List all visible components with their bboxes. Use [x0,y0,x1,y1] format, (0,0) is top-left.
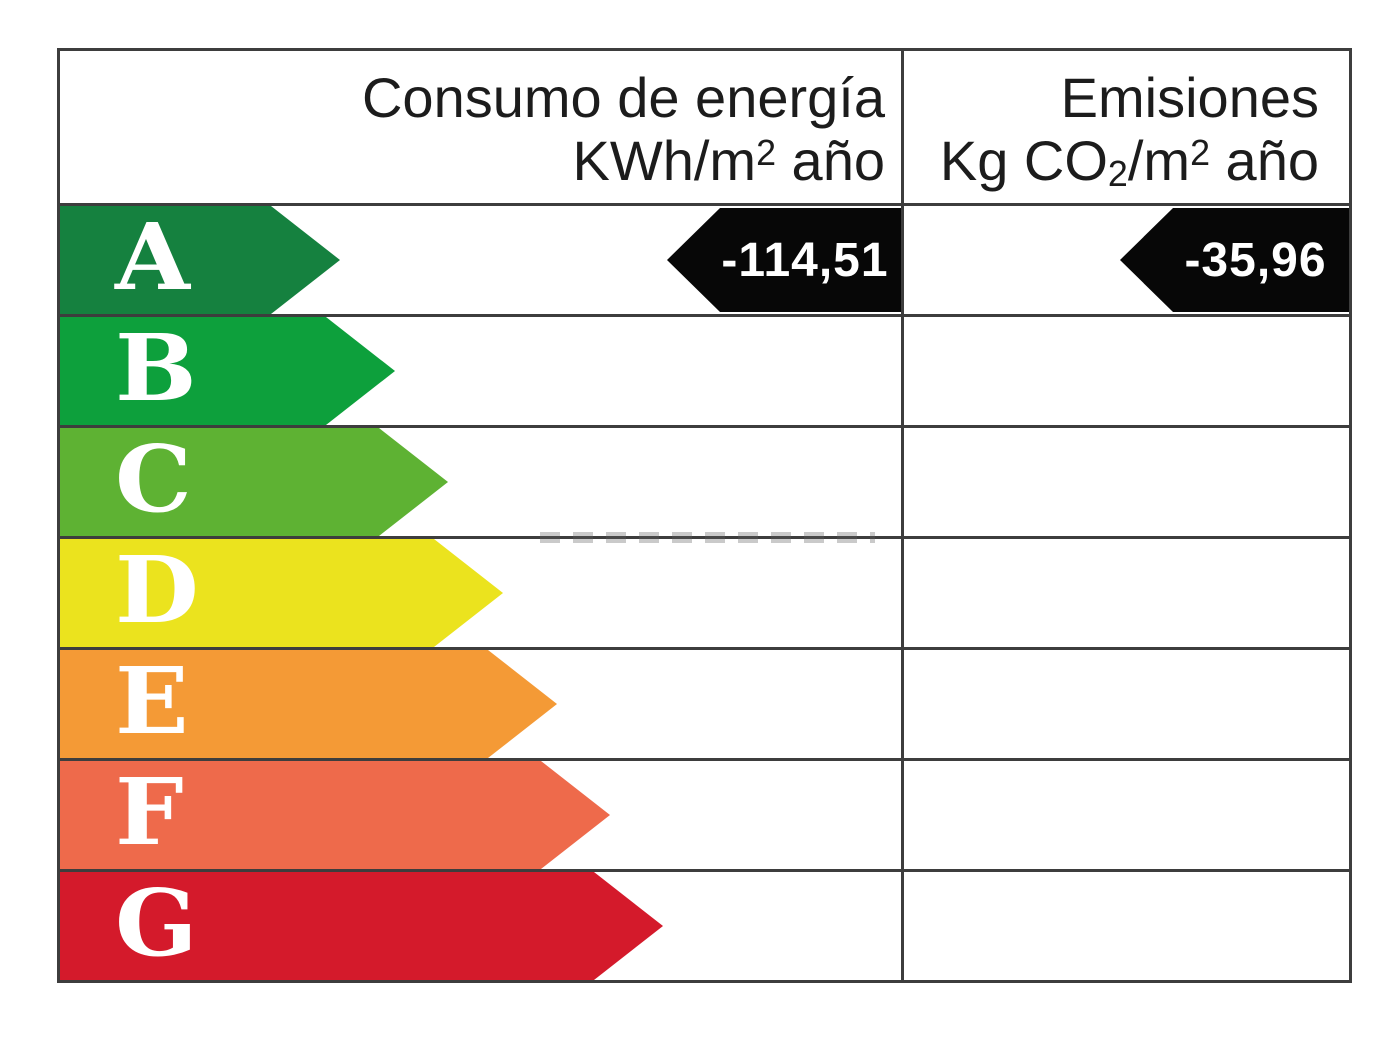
header-consumo-unit-suffix: año [776,129,885,192]
emisiones-value-tag: -35,96 [1120,208,1349,312]
rating-row-e: E [60,647,1349,758]
subscript-2: 2 [1107,154,1128,195]
rating-bar-e: E [60,650,557,758]
rating-letter-f: F [115,758,184,867]
header-emisiones-line2: Kg CO2/m2 año [901,129,1319,195]
consumo-value: -114,51 [721,233,889,287]
table-header: Consumo de energía KWh/m2 año Emisiones … [60,51,1349,203]
rating-row-g: G [60,869,1349,980]
header-consumo-line2: KWh/m2 año [60,129,886,192]
superscript-2: 2 [756,132,776,173]
rating-bar-d: D [60,539,503,647]
rating-row-f: F [60,758,1349,869]
consumo-value-tag: -114,51 [667,208,901,312]
rating-bar-b: B [60,317,395,425]
header-emisiones-unit: Kg CO [939,129,1108,192]
rating-row-c: C [60,425,1349,536]
rating-letter-e: E [115,647,189,756]
rating-bar-f: F [60,761,610,869]
rating-letter-a: A [115,203,190,312]
header-emisiones: Emisiones Kg CO2/m2 año [901,51,1349,203]
watermark-smudge [540,532,875,543]
rating-letter-c: C [115,425,192,534]
header-emisiones-unit-suffix: año [1210,129,1319,192]
header-consumo-unit: KWh/m [572,129,757,192]
rating-letter-g: G [115,869,198,978]
rating-row-a: A -114,51 -35,96 [60,203,1349,314]
rating-bar-a: A [60,206,340,314]
superscript-2: 2 [1190,132,1210,173]
header-emisiones-unit-mid: /m [1127,129,1191,192]
rating-bar-g: G [60,872,663,980]
rating-letter-b: B [115,314,197,423]
emisiones-value: -35,96 [1184,233,1327,287]
column-divider [901,51,904,980]
rating-row-b: B [60,314,1349,425]
rating-row-d: D [60,532,1349,647]
rating-letter-d: D [115,536,199,645]
rating-bar-c: C [60,428,448,536]
header-consumo: Consumo de energía KWh/m2 año [60,51,901,203]
header-emisiones-line1: Emisiones [1060,65,1319,129]
header-consumo-line1: Consumo de energía [361,65,885,129]
rating-table: Consumo de energía KWh/m2 año Emisiones … [57,48,1352,983]
